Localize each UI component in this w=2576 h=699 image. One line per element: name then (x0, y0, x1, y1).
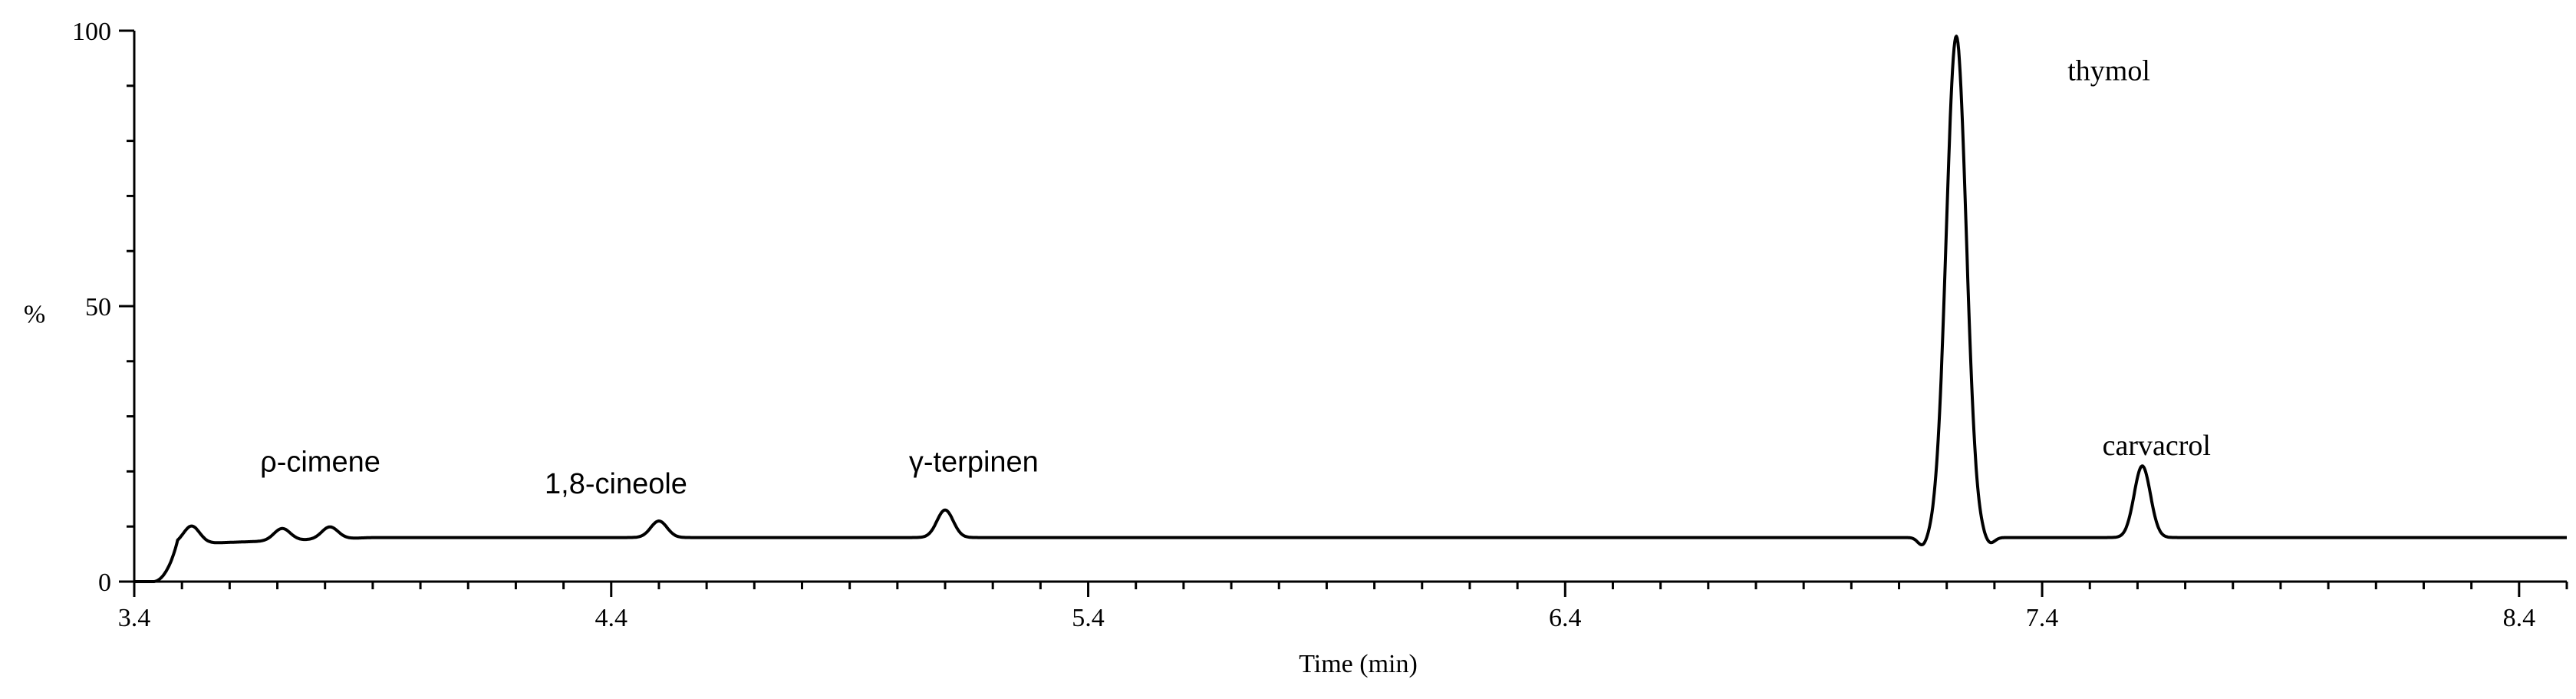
y-tick-label: 100 (72, 18, 111, 46)
axis-ticks (119, 29, 2568, 597)
x-tick-label: 8.4 (2503, 604, 2536, 632)
x-tick-label: 7.4 (2026, 604, 2059, 632)
y-axis-title: % (24, 301, 45, 329)
axes (133, 31, 2567, 583)
y-tick-label: 50 (85, 293, 111, 321)
axis-tick-labels: 3.4 4.4 5.4 6.4 7.4 8.4 0 50 100 (72, 18, 2535, 632)
x-tick-label: 6.4 (1549, 604, 1582, 632)
x-tick-label: 3.4 (118, 604, 151, 632)
y-tick-label: 0 (98, 569, 111, 597)
peak-label-carvacrol: carvacrol (2103, 430, 2211, 462)
x-axis-title: Time (min) (1299, 650, 1418, 678)
peak-label-1-8-cineole: 1,8-cineole (545, 468, 687, 500)
x-tick-label: 5.4 (1072, 604, 1105, 632)
peak-label-thymol: thymol (2067, 55, 2150, 87)
peak-label--terpinen: γ-terpinen (909, 446, 1039, 478)
peak-label--cimene: ρ-cimene (260, 446, 380, 478)
chromatogram-trace (133, 35, 2568, 583)
x-tick-label: 4.4 (595, 604, 628, 632)
peak-annotations: ρ-cimene 1,8-cineole γ-terpinen thymol carva… (260, 55, 2211, 500)
